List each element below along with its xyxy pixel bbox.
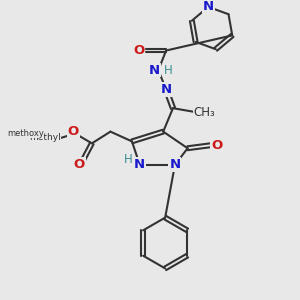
- Text: methyl: methyl: [29, 133, 61, 142]
- Text: N: N: [149, 64, 160, 76]
- Text: methoxy: methoxy: [7, 129, 44, 138]
- Text: O: O: [68, 125, 79, 138]
- Text: N: N: [134, 158, 145, 171]
- Text: O: O: [211, 139, 223, 152]
- Text: N: N: [160, 83, 172, 96]
- Text: N: N: [203, 0, 214, 14]
- Text: N: N: [169, 158, 181, 171]
- Text: O: O: [133, 44, 144, 57]
- Text: O: O: [74, 158, 85, 171]
- Text: H: H: [124, 154, 132, 166]
- Text: CH₃: CH₃: [194, 106, 215, 118]
- Text: H: H: [164, 64, 172, 76]
